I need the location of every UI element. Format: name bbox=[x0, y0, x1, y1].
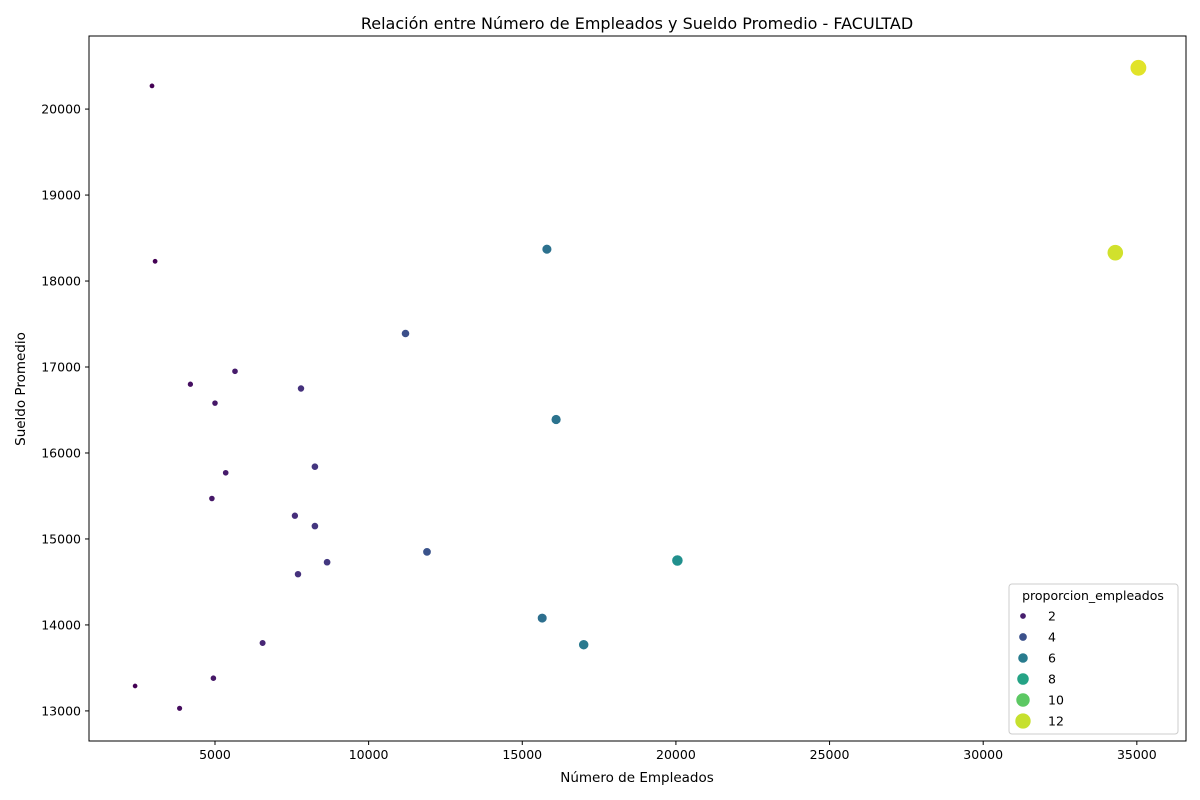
x-tick-label: 10000 bbox=[349, 747, 389, 762]
plot-frame bbox=[88, 35, 1187, 742]
data-point bbox=[211, 399, 219, 407]
legend: proporcion_empleados 2 4 6 8 10 12 bbox=[1008, 583, 1179, 735]
legend-title: proporcion_empleados bbox=[1022, 588, 1164, 603]
data-point bbox=[1106, 244, 1124, 262]
x-tick-label: 15000 bbox=[502, 747, 542, 762]
y-axis-label: Sueldo Promedio bbox=[13, 332, 29, 446]
y-tick-label: 15000 bbox=[41, 531, 81, 546]
legend-marker bbox=[1014, 712, 1032, 730]
legend-label: 10 bbox=[1048, 693, 1064, 708]
y-tick-label: 19000 bbox=[41, 188, 81, 203]
data-point bbox=[578, 639, 590, 651]
x-tick-label: 20000 bbox=[656, 747, 696, 762]
data-point bbox=[422, 547, 432, 557]
data-point bbox=[322, 558, 332, 567]
data-point bbox=[671, 554, 684, 567]
legend-label: 12 bbox=[1048, 714, 1064, 729]
legend-label: 2 bbox=[1048, 609, 1056, 624]
data-point bbox=[400, 328, 411, 339]
legend-marker bbox=[1019, 612, 1027, 620]
x-tick-label: 35000 bbox=[1117, 747, 1157, 762]
chart-title: Relación entre Número de Empleados y Sue… bbox=[361, 14, 913, 33]
data-point bbox=[131, 682, 139, 690]
legend-label: 8 bbox=[1048, 672, 1056, 687]
legend-label: 6 bbox=[1048, 651, 1056, 666]
legend-entries: 2 4 6 8 10 12 bbox=[1014, 609, 1064, 730]
x-tick-label: 30000 bbox=[963, 747, 1003, 762]
data-point bbox=[541, 243, 553, 255]
legend-marker bbox=[1015, 692, 1031, 708]
legend-box bbox=[1008, 583, 1179, 735]
y-tick-label: 20000 bbox=[41, 102, 81, 117]
data-point bbox=[290, 511, 299, 520]
legend-label: 4 bbox=[1048, 630, 1056, 645]
data-point bbox=[296, 384, 306, 393]
data-point bbox=[151, 258, 159, 265]
legend-marker bbox=[1017, 652, 1029, 664]
data-point bbox=[550, 414, 562, 425]
x-tick-label: 5000 bbox=[199, 747, 231, 762]
data-point bbox=[222, 469, 230, 477]
data-point bbox=[176, 704, 183, 712]
data-point bbox=[209, 674, 217, 682]
y-tick-label: 17000 bbox=[41, 360, 81, 375]
y-tick-label: 18000 bbox=[41, 274, 81, 289]
data-point bbox=[148, 82, 156, 90]
legend-marker bbox=[1018, 632, 1028, 642]
legend-marker bbox=[1016, 672, 1030, 686]
points-layer bbox=[131, 59, 1148, 712]
y-tick-label: 14000 bbox=[41, 617, 81, 632]
y-tick-label: 16000 bbox=[41, 445, 81, 460]
data-point bbox=[293, 570, 303, 579]
y-tick-label: 13000 bbox=[41, 703, 81, 718]
data-point bbox=[208, 494, 216, 503]
x-tick-label: 25000 bbox=[810, 747, 850, 762]
data-point bbox=[1129, 59, 1148, 77]
x-axis-label: Número de Empleados bbox=[560, 770, 714, 786]
data-point bbox=[536, 612, 548, 624]
data-point bbox=[186, 380, 194, 388]
data-point bbox=[231, 367, 239, 375]
y-axis: 13000 14000 15000 16000 17000 18000 19000 20000 bbox=[41, 102, 89, 718]
x-axis: 5000 10000 15000 20000 25000 30000 35000 bbox=[199, 741, 1157, 762]
data-point bbox=[310, 462, 320, 471]
data-point bbox=[258, 639, 267, 647]
data-point bbox=[310, 521, 320, 531]
